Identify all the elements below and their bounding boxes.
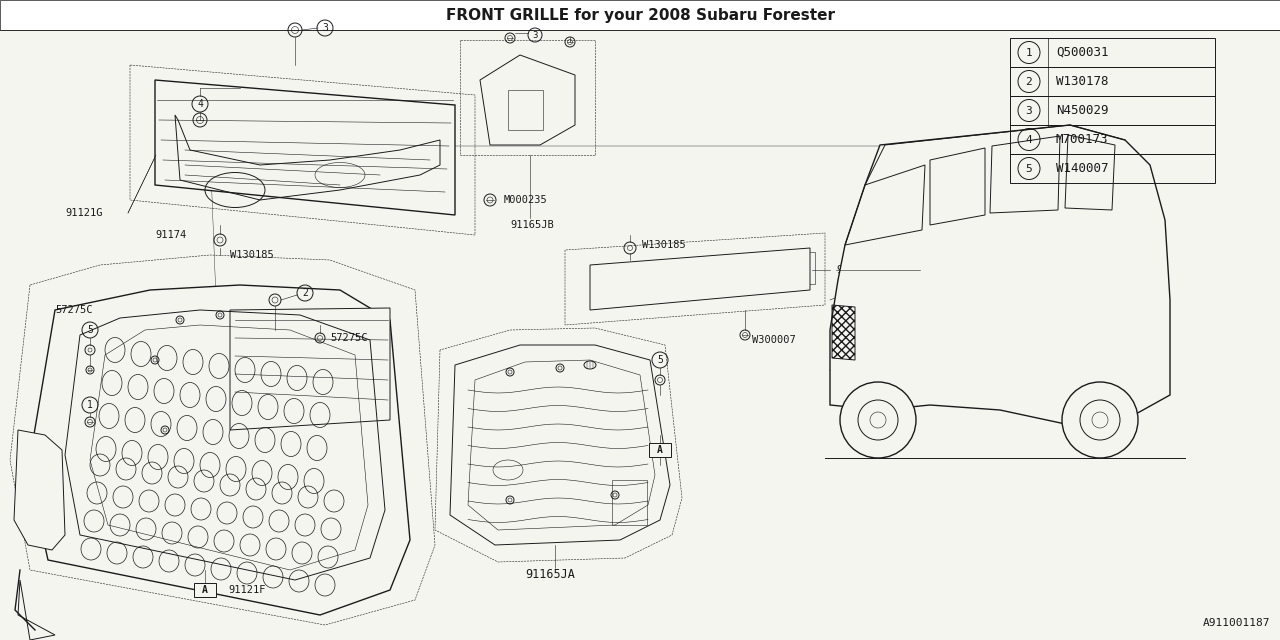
Text: 4: 4 [1025,134,1033,145]
Text: 4: 4 [197,99,204,109]
Bar [0,0,1280,30]
Bar [1010,67,1215,96]
Circle shape [840,382,916,458]
Text: W140007: W140007 [1056,162,1108,175]
Bar [590,268,605,303]
Text: W130178: W130178 [1056,75,1108,88]
Text: M700173: M700173 [1056,133,1108,146]
Bar [195,583,216,597]
Text: W130185: W130185 [643,240,686,250]
Polygon shape [829,125,1170,425]
Text: 91174: 91174 [155,230,187,240]
Polygon shape [28,285,410,615]
Text: 5: 5 [87,325,93,335]
Text: 1: 1 [1025,47,1033,58]
Text: N450029: N450029 [1056,104,1108,117]
Text: Q500031: Q500031 [1056,46,1108,59]
Polygon shape [480,55,575,145]
Text: 1: 1 [87,400,93,410]
Bar [1010,38,1215,67]
Bar [649,443,671,457]
Text: 2: 2 [302,288,308,298]
Text: A: A [202,585,207,595]
Polygon shape [230,308,390,430]
Polygon shape [451,345,669,545]
Text: 2: 2 [1025,77,1033,86]
Text: 91121G: 91121G [65,208,102,218]
Text: Q560017: Q560017 [502,355,545,365]
Text: 3: 3 [323,23,328,33]
Text: A: A [657,445,663,455]
Polygon shape [590,248,810,310]
Text: 91121E: 91121E [836,265,873,275]
Text: A911001187: A911001187 [1202,618,1270,628]
Bar [1010,125,1215,154]
Polygon shape [14,430,65,550]
Text: W130185: W130185 [230,250,274,260]
Text: 3: 3 [1025,106,1033,115]
Text: 91165JA: 91165JA [525,568,575,582]
Circle shape [1062,382,1138,458]
Bar [508,90,543,130]
Text: 91121F: 91121F [228,585,265,595]
Text: 3: 3 [532,31,538,40]
Text: M000235: M000235 [504,195,548,205]
Text: 5: 5 [657,355,663,365]
Text: 57275C: 57275C [330,333,367,343]
Bar [1010,96,1215,125]
Text: FRONT GRILLE for your 2008 Subaru Forester: FRONT GRILLE for your 2008 Subaru Forest… [445,8,835,22]
Bar [1010,154,1215,183]
Bar [612,480,646,525]
Text: 57275C: 57275C [55,305,92,315]
Polygon shape [155,80,454,215]
Bar [800,252,815,284]
Text: 5: 5 [1025,163,1033,173]
Text: 91165JB: 91165JB [509,220,554,230]
Text: W300007: W300007 [753,335,796,345]
